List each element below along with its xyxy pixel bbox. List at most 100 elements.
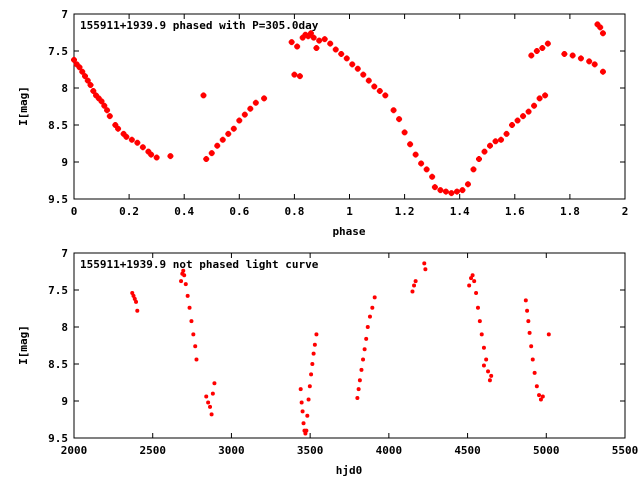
y-tick-label: 9.5 <box>48 193 68 206</box>
data-point <box>361 357 366 362</box>
data-point <box>464 181 471 188</box>
data-point <box>382 92 389 99</box>
x-tick-label: 3000 <box>218 444 245 457</box>
data-point <box>208 150 215 157</box>
data-point <box>299 34 306 41</box>
data-point <box>367 314 372 319</box>
data-point <box>536 95 543 102</box>
data-point <box>481 345 486 350</box>
data-point <box>206 400 211 405</box>
data-point <box>475 305 480 310</box>
data-point <box>101 102 108 109</box>
data-point <box>569 52 576 59</box>
data-points <box>71 21 606 197</box>
data-point <box>307 384 312 389</box>
data-point <box>153 154 160 161</box>
data-point <box>423 267 428 272</box>
data-point <box>479 332 484 337</box>
data-point <box>531 102 538 109</box>
data-point <box>296 73 303 80</box>
data-point <box>306 397 311 402</box>
data-point <box>561 50 568 57</box>
data-point <box>586 58 593 65</box>
data-point <box>214 142 221 149</box>
data-point <box>481 363 486 368</box>
data-point <box>594 21 601 28</box>
data-point <box>376 87 383 94</box>
data-point <box>503 130 510 137</box>
axis-ticks: 2000 2500 3000 3500 4000 4500 5000 5500 7 7.5 8 8.5… <box>48 247 638 457</box>
y-tick-label: 8 <box>61 82 68 95</box>
data-point <box>208 404 213 409</box>
x-tick-label: 0.4 <box>174 205 194 218</box>
y-tick-label: 9.5 <box>48 432 68 445</box>
data-point <box>288 39 295 46</box>
data-point <box>87 82 94 89</box>
data-point <box>84 77 91 84</box>
data-point <box>191 332 196 337</box>
data-point <box>305 33 312 40</box>
data-point <box>418 160 425 167</box>
data-point <box>357 378 362 383</box>
data-point <box>301 421 306 426</box>
y-tick-label: 9 <box>61 156 68 169</box>
data-point <box>145 148 152 155</box>
data-point <box>429 173 436 180</box>
x-tick-label: 1 <box>346 205 353 218</box>
data-point <box>182 273 187 278</box>
data-point <box>413 279 418 284</box>
x-tick-label: 0.2 <box>119 205 139 218</box>
data-point <box>123 133 130 140</box>
y-tick-label: 7.5 <box>48 284 68 297</box>
x-tick-label: 1.2 <box>395 205 415 218</box>
x-axis-label: hjd0 <box>336 464 363 477</box>
data-point <box>309 372 314 377</box>
data-point <box>304 428 309 433</box>
x-tick-label: 4000 <box>376 444 403 457</box>
y-tick-label: 9 <box>61 395 68 408</box>
data-point <box>467 283 472 288</box>
data-point <box>533 48 540 54</box>
data-point <box>181 268 186 273</box>
x-tick-label: 2 <box>622 205 629 218</box>
data-point <box>537 393 542 398</box>
data-point <box>514 117 521 124</box>
data-point <box>106 113 113 120</box>
x-tick-label: 4500 <box>454 444 481 457</box>
data-point <box>104 107 111 114</box>
data-point <box>189 319 194 324</box>
data-point <box>431 184 438 191</box>
data-point <box>528 52 535 59</box>
x-tick-label: 2000 <box>61 444 88 457</box>
data-point <box>370 305 375 310</box>
x-tick-label: 1.6 <box>505 205 525 218</box>
y-axis-label: I[mag] <box>17 86 30 126</box>
data-point <box>597 24 604 31</box>
data-point <box>525 308 530 313</box>
data-point <box>183 282 188 287</box>
data-point <box>298 387 303 392</box>
data-point <box>356 387 361 392</box>
data-point <box>134 139 141 146</box>
data-point <box>82 73 89 80</box>
data-point <box>407 141 414 148</box>
data-point <box>332 46 339 53</box>
data-point <box>203 156 210 163</box>
data-point <box>523 298 528 303</box>
y-tick-label: 8.5 <box>48 119 68 132</box>
data-point <box>219 136 226 143</box>
data-point <box>509 122 516 128</box>
data-point <box>539 45 546 52</box>
data-point <box>422 261 427 266</box>
data-point <box>200 92 207 99</box>
data-point <box>546 332 551 337</box>
data-point <box>313 45 320 52</box>
data-point <box>236 117 243 124</box>
data-point <box>241 111 248 118</box>
data-point <box>360 71 367 78</box>
data-point <box>364 336 369 341</box>
data-point <box>365 325 370 329</box>
data-point <box>538 397 543 402</box>
data-point <box>544 40 551 47</box>
data-point <box>459 187 466 194</box>
